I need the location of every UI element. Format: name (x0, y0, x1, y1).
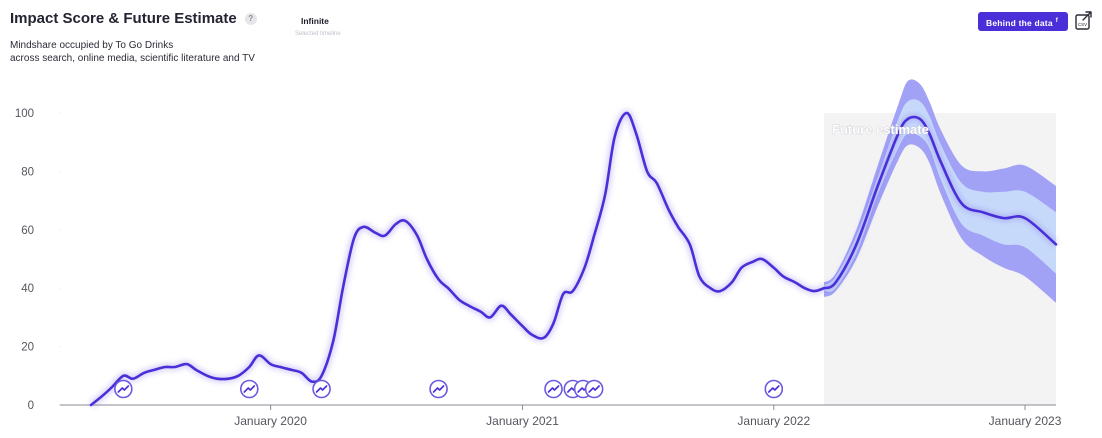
timeline-selector[interactable]: Infinite Selected timeline (295, 16, 355, 37)
impact-score-line (89, 111, 826, 407)
y-tick-label: 20 (21, 342, 34, 354)
timeline-value[interactable]: Infinite (301, 16, 329, 26)
x-tick-label: January 2021 (486, 414, 559, 428)
csv-label: CSV (1078, 22, 1087, 27)
subtitle-line-2: across search, online media, scientific … (10, 53, 255, 64)
help-icon[interactable]: ? (244, 12, 257, 25)
y-tick-label: 0 (28, 400, 34, 412)
timeline-caption: Selected timeline (295, 31, 341, 37)
event-marker-icon[interactable] (114, 379, 133, 399)
event-marker-icon[interactable] (239, 379, 259, 399)
event-marker-icon[interactable] (429, 379, 448, 399)
y-tick-label: 60 (21, 225, 34, 237)
future-estimate-line (822, 115, 1058, 290)
y-tick-label: 100 (15, 108, 34, 120)
event-marker-icon[interactable] (764, 379, 784, 399)
chart-title: Impact Score & Future Estimate (10, 10, 237, 27)
series-glow (89, 110, 826, 408)
behind-the-data-label: Behind the data (986, 17, 1053, 28)
y-tick-label: 40 (21, 283, 34, 295)
future-estimate-annotation: Future estimate (832, 122, 929, 137)
x-tick-label: January 2020 (234, 414, 307, 428)
forecast-band-inner (824, 99, 1056, 292)
x-tick-label: January 2022 (737, 414, 810, 428)
subtitle-line-1: Mindshare occupied by To Go Drinks (10, 40, 174, 51)
csv-export-icon[interactable]: CSV (1074, 11, 1094, 31)
y-tick-label: 80 (21, 166, 34, 178)
event-marker-icon[interactable] (312, 379, 331, 399)
event-marker-icon[interactable] (584, 379, 604, 399)
title-row: Impact Score & Future Estimate ? (10, 10, 257, 27)
x-tick-label: January 2023 (989, 414, 1062, 428)
behind-the-data-superscript: f (1055, 18, 1058, 24)
behind-the-data-button[interactable]: Behind the data f (978, 12, 1068, 31)
chart-subtitle: Mindshare occupied by To Go Drinks acros… (10, 39, 290, 65)
forecast-band-outer (824, 79, 1056, 303)
event-marker-icon[interactable] (544, 379, 563, 399)
